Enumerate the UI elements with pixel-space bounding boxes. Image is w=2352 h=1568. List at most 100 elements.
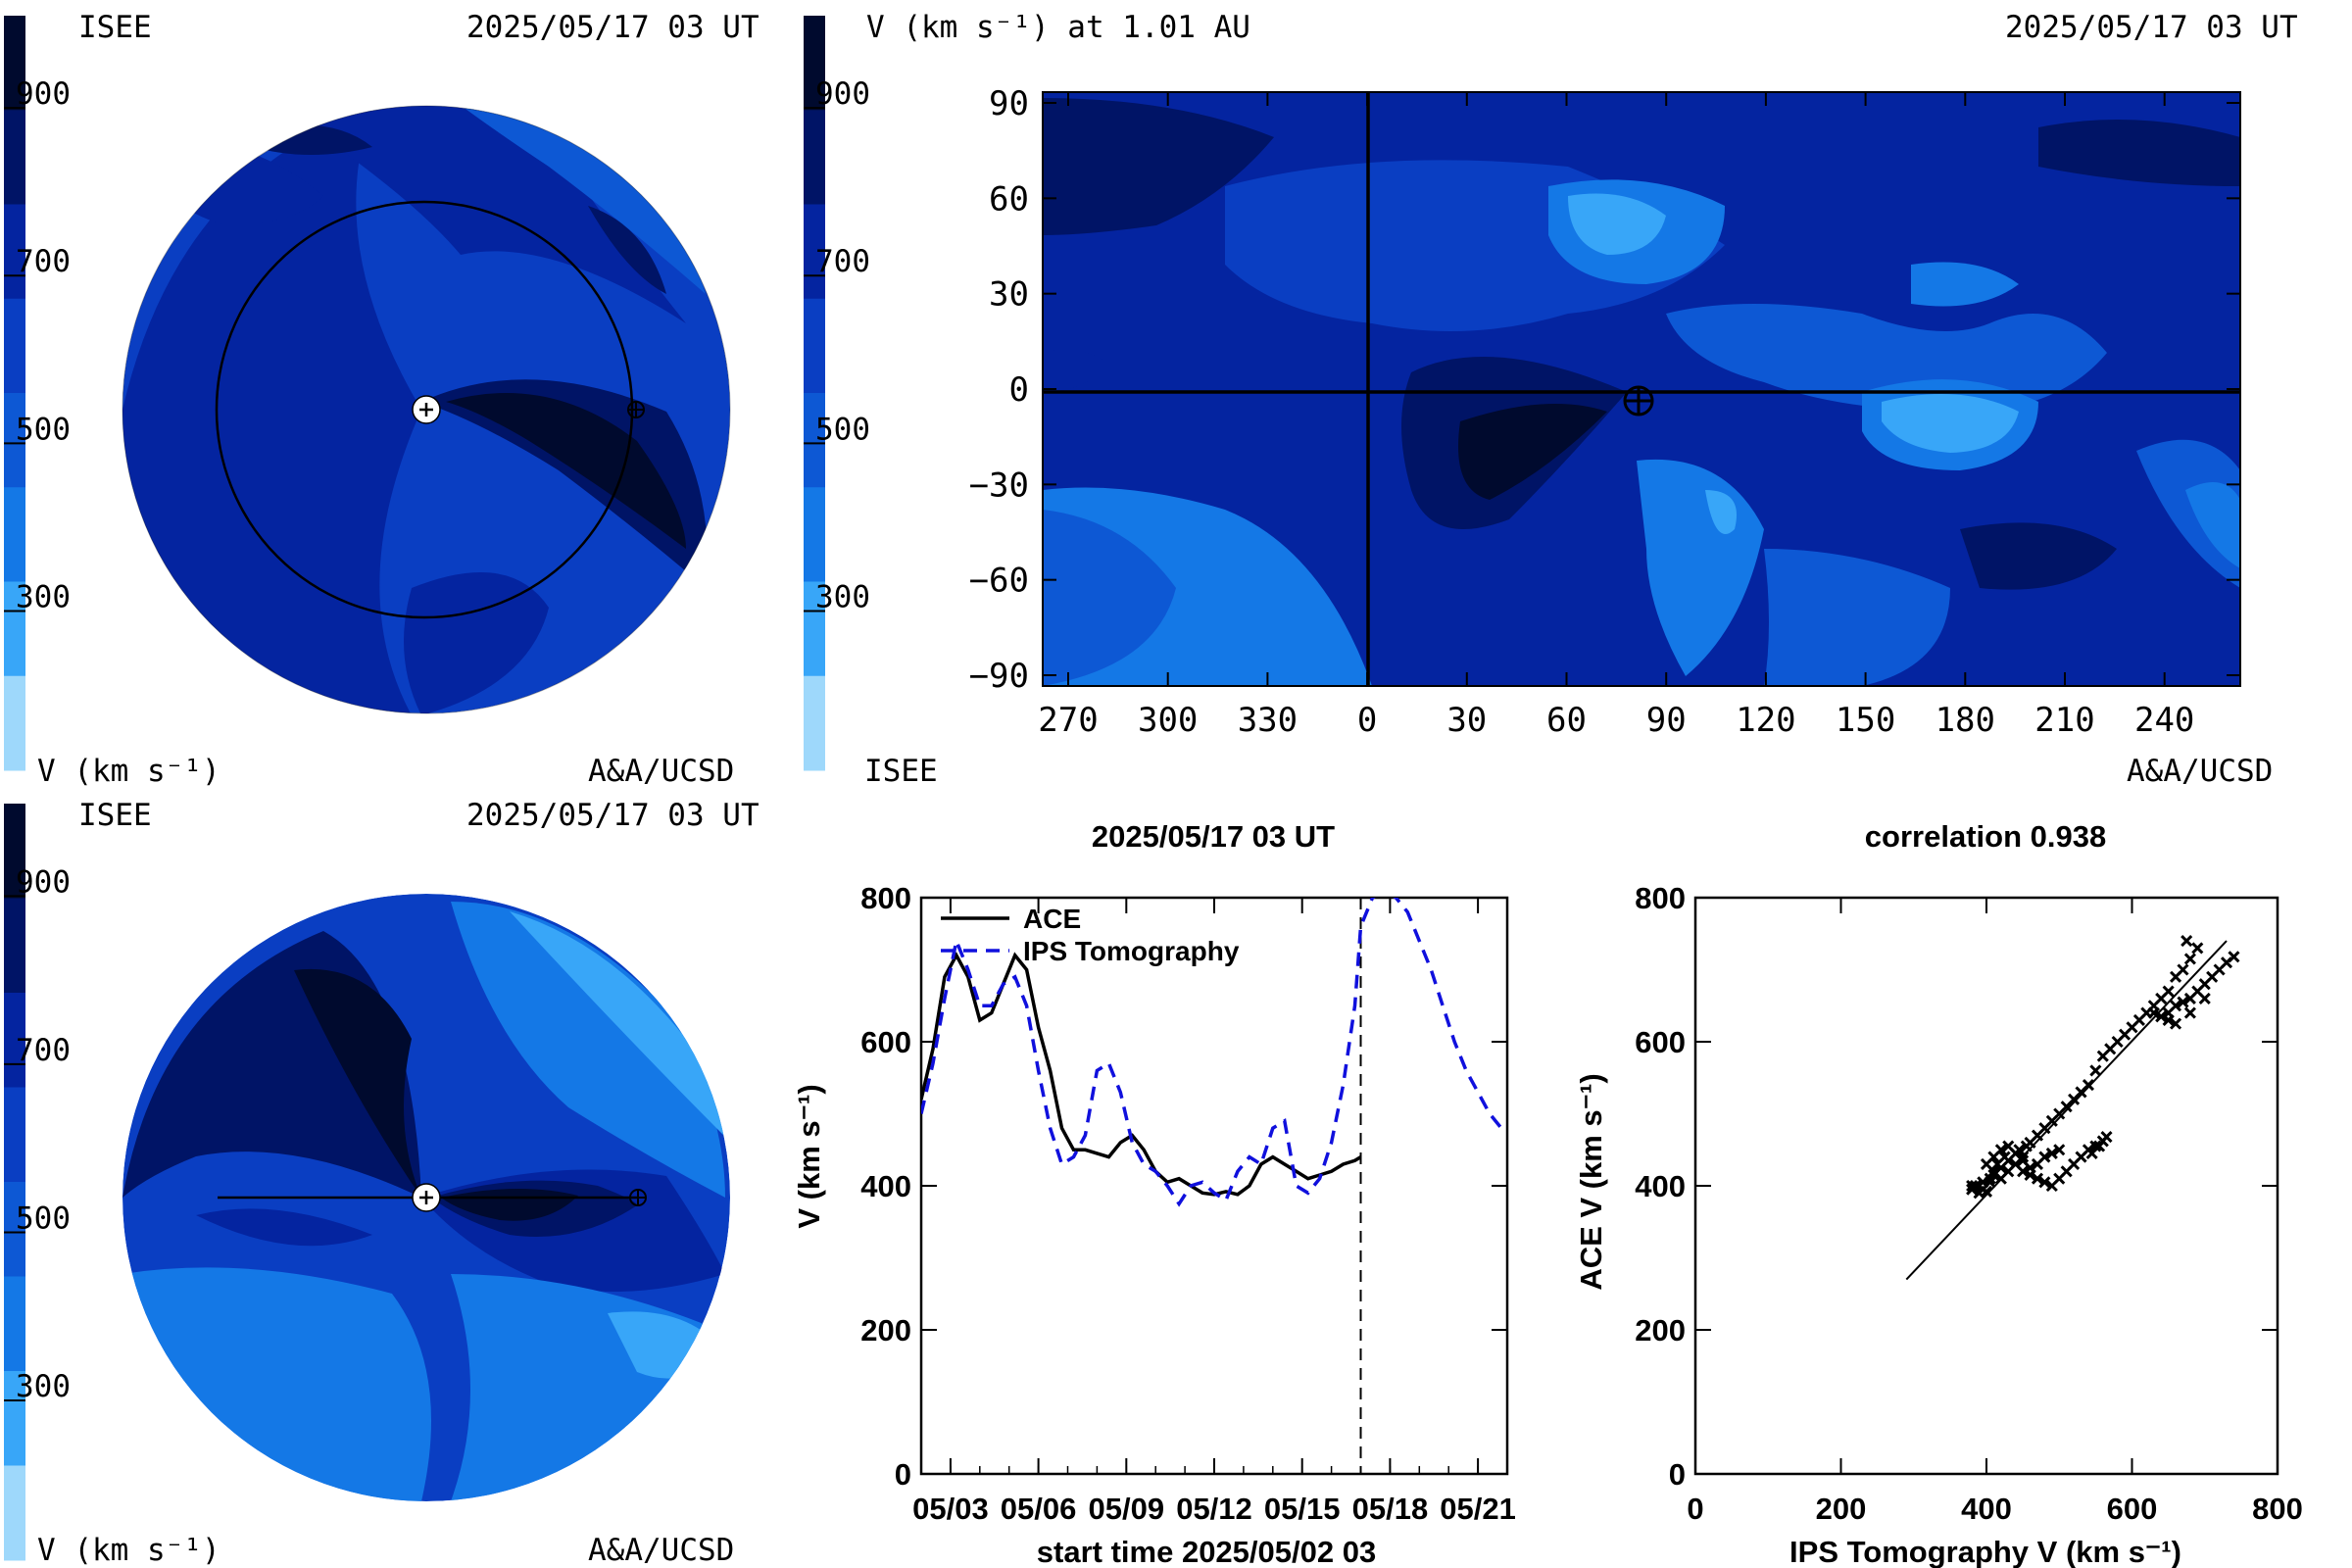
top-left-velocity-map	[122, 106, 730, 713]
top-right-colorbar-label: 700	[815, 244, 870, 279]
top-right-colorbar-label: 900	[815, 76, 870, 112]
scatter-point	[2017, 1165, 2030, 1178]
scatter-xlabel: IPS Tomography V (km s⁻¹)	[1789, 1535, 2181, 1568]
time-series-y-tick-label: 0	[895, 1457, 911, 1492]
scatter-point	[2162, 985, 2175, 998]
top-left-colorbar-segment	[4, 16, 25, 111]
scatter-ylabel: ACE V (km s⁻¹)	[1574, 1073, 1608, 1290]
synoptic-y-tick-label: 60	[989, 179, 1029, 219]
scatter-x-tick-label: 800	[2252, 1492, 2303, 1526]
scatter-y-tick-label: 200	[1635, 1313, 1686, 1348]
top-left-colorbar-segment	[4, 675, 25, 771]
top-right-colorbar-segment	[804, 110, 825, 205]
top-left-colorbar-segment	[4, 487, 25, 582]
scatter-y-tick-label: 0	[1669, 1457, 1686, 1492]
top-left-colorbar-label: 700	[16, 244, 71, 279]
bottom-left-panel: 900 700 500 300 ISEE 2025/05/17 03 UT V (km…	[4, 798, 760, 1568]
scatter-points	[1966, 935, 2240, 1200]
bottom-left-colorbar-segment	[4, 1182, 25, 1277]
scatter-point	[2024, 1161, 2036, 1174]
top-left-earth-icon	[627, 401, 645, 418]
time-series-x-tick-label: 05/15	[1264, 1492, 1341, 1526]
bottom-left-credit: A&A/UCSD	[588, 1533, 734, 1568]
top-left-credit: A&A/UCSD	[588, 754, 734, 789]
bottom-left-timestamp: 2025/05/17 03 UT	[466, 798, 760, 833]
scatter-point	[2228, 951, 2240, 963]
top-right-credit: A&A/UCSD	[2127, 754, 2273, 789]
scatter-y-tick-label: 600	[1635, 1025, 1686, 1059]
top-left-colorbar-segment	[4, 581, 25, 677]
bottom-left-colorbar: 900 700 500 300	[4, 804, 71, 1561]
scatter-point	[2038, 1176, 2051, 1189]
synoptic-x-tick-label: 90	[1646, 701, 1687, 740]
scatter-x-tick-label: 400	[1961, 1492, 2012, 1526]
scatter-point	[2085, 1147, 2098, 1159]
bottom-left-colorbar-label: 900	[16, 864, 71, 900]
top-right-timestamp: 2025/05/17 03 UT	[2005, 10, 2298, 45]
bottom-left-colorbar-label: 300	[16, 1369, 71, 1404]
scatter-fit-line	[1905, 940, 2228, 1281]
top-left-colorbar-segment	[4, 393, 25, 488]
top-right-colorbar-segment	[804, 16, 825, 111]
bottom-left-org-label: ISEE	[78, 798, 152, 833]
synoptic-x-tick-label: 330	[1238, 701, 1298, 740]
time-series-x-tick-label: 05/03	[912, 1492, 989, 1526]
scatter-point	[2198, 992, 2211, 1004]
synoptic-x-tick-label: 300	[1138, 701, 1198, 740]
top-left-colorbar-segment	[4, 298, 25, 394]
synoptic-x-tick-label: 180	[1936, 701, 1995, 740]
top-right-colorbar-segment	[804, 675, 825, 771]
synoptic-x-tick-label: 0	[1357, 701, 1377, 740]
top-left-panel: 900 700 500 300 ISEE 2025/05/17 03 UT V (km…	[4, 10, 760, 789]
bottom-left-colorbar-segment	[4, 1371, 25, 1466]
synoptic-y-tick-label: 90	[989, 84, 1029, 123]
synoptic-x-tick-label: 210	[2034, 701, 2094, 740]
series-line-ips-tomography	[921, 898, 1503, 1207]
legend-label: ACE	[1023, 904, 1081, 934]
scatter-point	[2169, 1000, 2182, 1012]
bottom-left-colorbar-segment	[4, 1465, 25, 1561]
top-left-colorbar-label: 300	[16, 579, 71, 614]
scatter-point	[2183, 1006, 2196, 1019]
time-series-ylabel: V (km s⁻¹)	[792, 1084, 826, 1228]
scatter-point	[2082, 1079, 2095, 1092]
synoptic-y-tick-label: −60	[969, 562, 1029, 601]
scatter-chart: correlation 0.938 IPS Tomography V (km s…	[1574, 819, 2303, 1568]
top-right-colorbar-segment	[804, 393, 825, 488]
scatter-point	[2038, 1151, 2051, 1163]
scatter-point	[2169, 1017, 2182, 1030]
scatter-point	[2031, 1172, 2044, 1185]
scatter-point	[2089, 1140, 2102, 1152]
synoptic-x-tick-label: 150	[1836, 701, 1895, 740]
top-left-units-label: V (km s⁻¹)	[37, 754, 220, 789]
time-series-frame	[919, 896, 1509, 1476]
top-right-colorbar-segment	[804, 487, 825, 582]
scatter-point	[2183, 953, 2196, 965]
time-series-title: 2025/05/17 03 UT	[1092, 819, 1335, 854]
time-series-y-tick-label: 200	[860, 1313, 911, 1348]
scatter-point	[2177, 996, 2189, 1008]
synoptic-x-tick-label: 120	[1736, 701, 1795, 740]
scatter-point	[2053, 1144, 2066, 1156]
top-left-colorbar-label: 500	[16, 412, 71, 447]
scatter-point	[2100, 1130, 2113, 1144]
bottom-left-earth-icon	[629, 1189, 647, 1206]
top-right-colorbar: 900 700 500 300	[804, 16, 870, 771]
top-left-colorbar-label: 900	[16, 76, 71, 112]
time-series-x-tick-label: 05/18	[1352, 1492, 1429, 1526]
scatter-point	[2147, 1006, 2160, 1019]
scatter-point	[2191, 942, 2204, 955]
time-series-xlabel: start time 2025/05/02 03	[1037, 1535, 1376, 1568]
scatter-point	[1987, 1168, 2000, 1182]
top-left-colorbar-segment	[4, 110, 25, 205]
time-series-y-tick-label: 400	[860, 1169, 911, 1203]
top-right-org-label: ISEE	[864, 754, 938, 789]
scatter-point	[2089, 1064, 2102, 1077]
bottom-left-units-label: V (km s⁻¹)	[37, 1533, 220, 1568]
synoptic-y-tick-label: 0	[1009, 370, 1029, 410]
top-right-colorbar-segment	[804, 581, 825, 677]
synoptic-x-tick-label: 270	[1038, 701, 1098, 740]
